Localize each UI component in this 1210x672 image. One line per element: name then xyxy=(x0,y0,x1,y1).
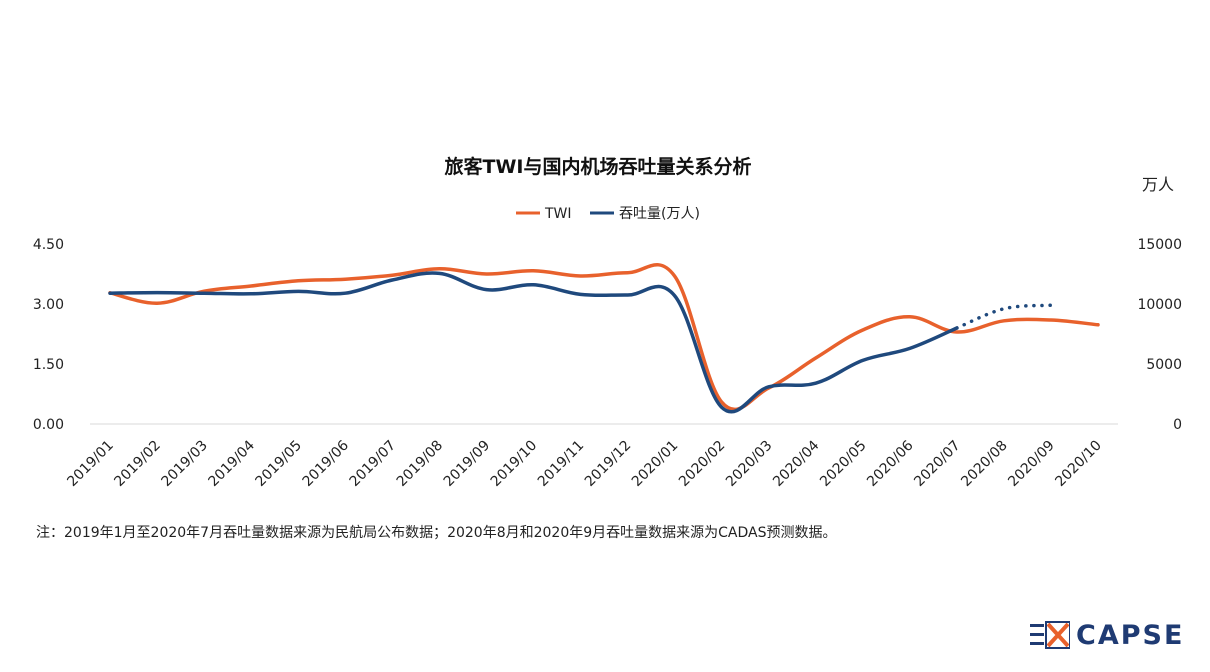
x-tick-label: 2019/01 xyxy=(64,438,116,490)
series-lines xyxy=(108,263,1100,414)
legend-item-twi: TWI xyxy=(516,206,572,222)
x-tick-label: 2019/02 xyxy=(111,438,163,490)
x-tick-label: 2019/06 xyxy=(300,437,353,490)
x-tick-label: 2019/07 xyxy=(347,438,399,490)
y-left-tick-label: 1.50 xyxy=(33,357,64,373)
capse-logo-text: CAPSE xyxy=(1076,619,1185,651)
x-tick-label: 2019/03 xyxy=(158,438,210,490)
x-tick-label: 2019/08 xyxy=(394,438,446,490)
y-left-tick-label: 3.00 xyxy=(33,297,64,313)
x-tick-label: 2020/09 xyxy=(1005,438,1057,490)
y-left-tick-label: 0.00 xyxy=(33,417,64,433)
x-tick-label: 2020/04 xyxy=(770,437,823,490)
right-axis-unit: 万人 xyxy=(1142,175,1174,194)
series-line-throughput xyxy=(108,271,959,414)
legend: TWI 吞吐量(万人) xyxy=(516,206,700,222)
series-line-twi xyxy=(108,263,1100,412)
x-tick-label: 2020/08 xyxy=(958,438,1010,490)
y-left-tick-label: 4.50 xyxy=(33,237,64,253)
y-right-tick-label: 15000 xyxy=(1137,237,1182,253)
x-tick-label: 2019/11 xyxy=(535,438,587,490)
capse-logo-mark-icon xyxy=(1030,621,1071,649)
x-tick-label: 2019/05 xyxy=(253,438,305,490)
y-right-tick-label: 0 xyxy=(1173,417,1182,433)
x-tick-label: 2020/07 xyxy=(911,438,963,490)
x-tick-label: 2019/12 xyxy=(582,438,634,490)
footnote: 注：2019年1月至2020年7月吞吐量数据来源为民航局公布数据；2020年8月… xyxy=(36,525,837,541)
x-tick-label: 2020/02 xyxy=(676,438,728,490)
x-tick-label: 2020/03 xyxy=(723,438,775,490)
x-tick-label: 2020/06 xyxy=(864,437,917,490)
x-tick-label: 2019/09 xyxy=(441,438,493,490)
legend-label-throughput: 吞吐量(万人) xyxy=(619,206,700,222)
x-tick-label: 2020/05 xyxy=(817,438,869,490)
x-tick-label: 2020/01 xyxy=(629,438,681,490)
series-line-throughput-forecast xyxy=(955,303,1053,330)
x-tick-label: 2019/04 xyxy=(206,437,259,490)
y-right-tick-label: 10000 xyxy=(1137,297,1182,313)
x-tick-label: 2020/10 xyxy=(1052,438,1104,490)
legend-label-twi: TWI xyxy=(544,206,572,222)
y-right-tick-label: 5000 xyxy=(1146,357,1182,373)
legend-item-throughput: 吞吐量(万人) xyxy=(590,206,700,222)
chart-title: 旅客TWI与国内机场吞吐量关系分析 xyxy=(445,155,752,178)
capse-logo: CAPSE xyxy=(1030,618,1184,652)
x-tick-label: 2019/10 xyxy=(488,438,540,490)
